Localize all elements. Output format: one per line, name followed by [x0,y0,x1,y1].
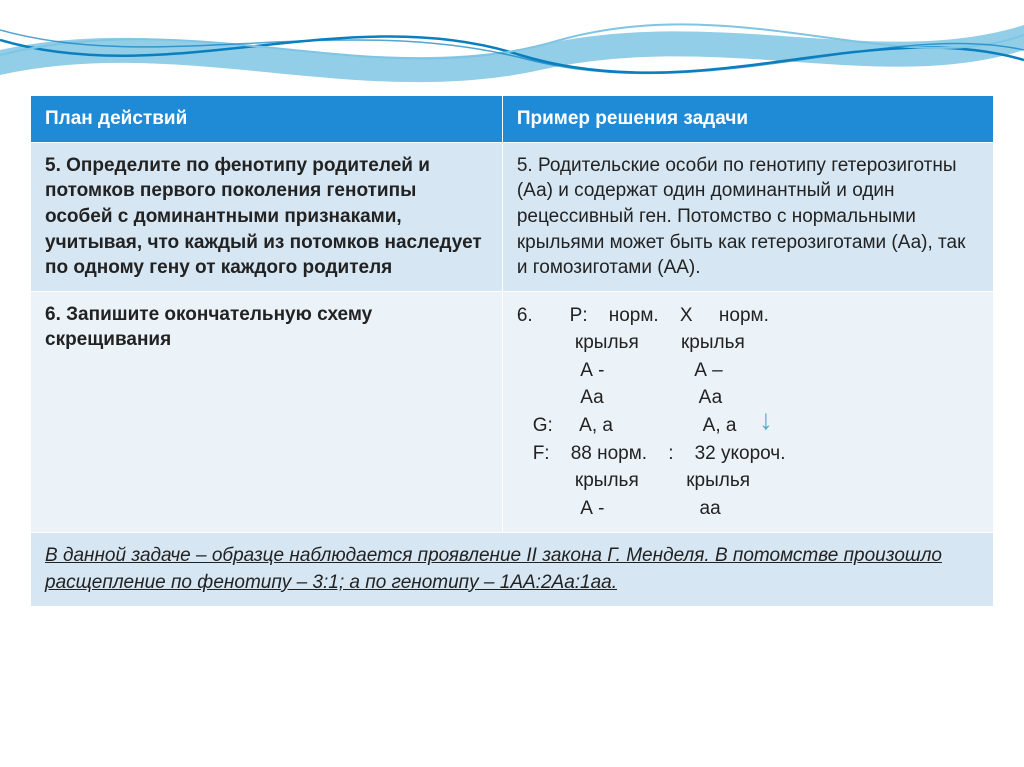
table-row-footnote: В данной задаче – образце наблюдается пр… [31,533,994,607]
cross-l3: А - А – [517,360,723,381]
table-row-6: 6. Запишите окончательную схему скрещива… [31,291,994,532]
cross-l5: G: А, а А, а [517,415,737,436]
cross-scheme: 6. P: норм. X норм. крылья крылья А - А … [517,302,979,522]
row5-right-num: 5. [517,155,538,176]
slide-content: План действий Пример решения задачи 5. О… [30,95,994,745]
cross-l4: Аа Аа [517,387,722,408]
cross-l1: P: норм. X норм. [538,305,769,326]
cross-l7: крылья крылья [517,470,750,491]
decorative-wave-header [0,0,1024,90]
row5-plan-text: Определите по фенотипу родителей и потом… [45,155,482,279]
row6-example-cell: 6. P: норм. X норм. крылья крылья А - А … [502,291,993,532]
row5-right-text: Родительские особи по генотипу гетерозиг… [517,155,966,279]
cross-l6: F: 88 норм. : 32 укороч. [517,443,786,464]
footnote-text: В данной задаче – образце наблюдается пр… [45,543,979,596]
cross-l8: А - аа [517,498,721,519]
row6-plan-cell: 6. Запишите окончательную схему скрещива… [31,291,503,532]
table-header-row: План действий Пример решения задачи [31,96,994,143]
footnote-cell: В данной задаче – образце наблюдается пр… [31,533,994,607]
row5-plan-cell: 5. Определите по фенотипу родителей и по… [31,142,503,291]
row6-num: 6. [45,304,66,325]
row6-plan-text: Запишите окончательную схему скрещивания [45,304,372,351]
header-col-1: План действий [31,96,503,143]
header-col-2: Пример решения задачи [502,96,993,143]
row5-example-cell: 5. Родительские особи по генотипу гетеро… [502,142,993,291]
table-row-5: 5. Определите по фенотипу родителей и по… [31,142,994,291]
row5-num: 5. [45,155,66,176]
row6-right-num: 6. [517,305,533,326]
cross-l2: крылья крылья [517,332,745,353]
action-plan-table: План действий Пример решения задачи 5. О… [30,95,994,607]
